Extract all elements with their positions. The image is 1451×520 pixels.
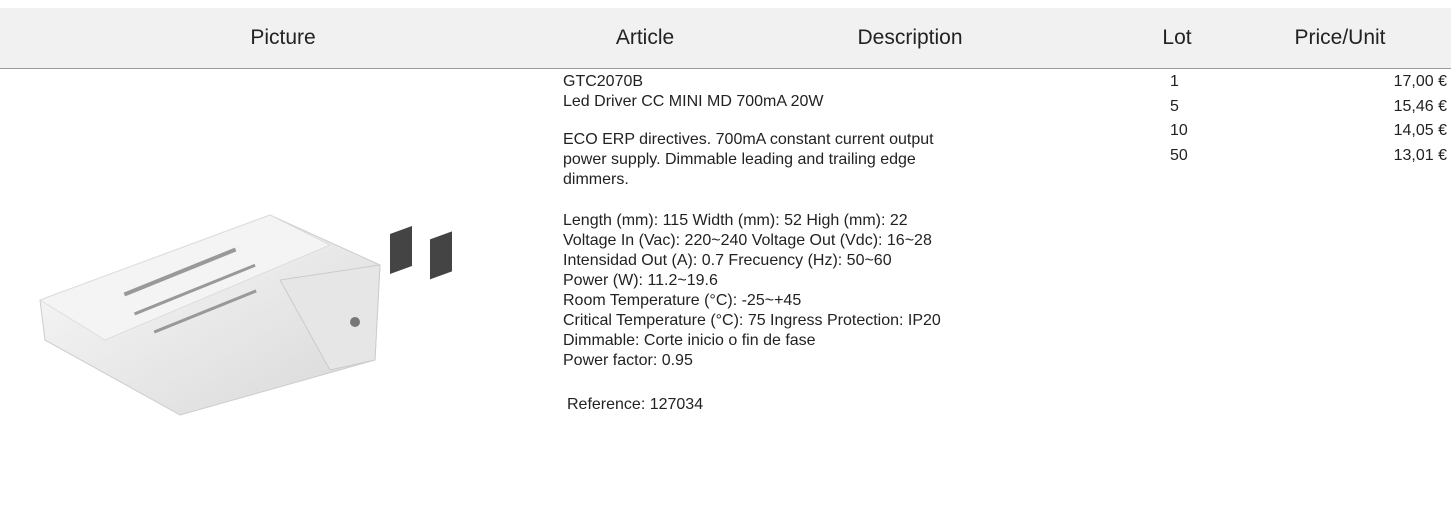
header-cell: Lot [1162,26,1191,50]
price-cell: 13,01 € [1394,146,1447,166]
header-cell: Article [616,26,674,50]
header-cell: Price/Unit [1294,26,1385,50]
article-code: GTC2070B [563,72,941,92]
lot-cell: 5 [1170,97,1179,117]
reference: Reference: 127034 [563,395,941,415]
price-cell: 15,46 € [1394,97,1447,117]
lot-cell: 10 [1170,121,1188,141]
spec-line: Dimmable: Corte inicio o fin de fase [563,331,941,351]
price-cell: 14,05 € [1394,121,1447,141]
lot-cell: 1 [1170,72,1179,92]
product-text: GTC2070B Led Driver CC MINI MD 700mA 20W… [563,72,941,415]
description-line: power supply. Dimmable leading and trail… [563,150,941,170]
price-cell: 17,00 € [1394,72,1447,92]
spec-line: Power factor: 0.95 [563,351,941,371]
spec-line: Voltage In (Vac): 220~240 Voltage Out (V… [563,231,941,251]
spec-line: Length (mm): 115 Width (mm): 52 High (mm… [563,211,941,231]
header-cell: Description [857,26,962,50]
product-name: Led Driver CC MINI MD 700mA 20W [563,92,941,112]
description-line: ECO ERP directives. 700mA constant curre… [563,130,941,150]
page: Picture Article Description Lot Price/Un… [0,0,1451,520]
table-header: Picture Article Description Lot Price/Un… [0,8,1451,69]
header-cell: Picture [250,26,315,50]
product-image [30,170,470,420]
lot-cell: 50 [1170,146,1188,166]
spec-line: Power (W): 11.2~19.6 [563,271,941,291]
spec-line: Intensidad Out (A): 0.7 Frecuency (Hz): … [563,251,941,271]
spec-line: Room Temperature (°C): -25~+45 [563,291,941,311]
description-line: dimmers. [563,170,941,190]
spec-line: Critical Temperature (°C): 75 Ingress Pr… [563,311,941,331]
